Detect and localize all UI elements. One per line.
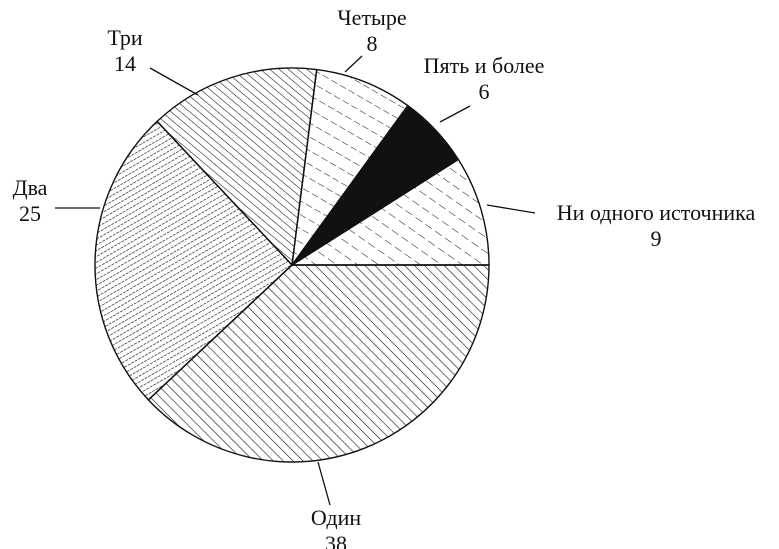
slice-label: Один [311, 505, 362, 530]
pie-slice [94, 120, 293, 401]
slice-label: Два [13, 175, 48, 200]
slice-value: 14 [114, 51, 136, 76]
slice-label: Пять и более [424, 53, 545, 78]
pie-slice [291, 68, 409, 266]
leader-line [486, 204, 536, 214]
slice-label: Ни одного источника [557, 200, 756, 225]
slice-label: Три [107, 25, 143, 50]
slice-value: 38 [325, 531, 347, 549]
pie-slice [147, 264, 490, 463]
leader-line [344, 55, 363, 73]
slice-value: 8 [367, 31, 378, 56]
slice-value: 6 [479, 79, 490, 104]
slice-value: 9 [651, 226, 662, 251]
leader-line [439, 105, 471, 123]
pie-slice [289, 158, 490, 266]
slice-value: 25 [19, 201, 41, 226]
leader-line [317, 461, 331, 506]
leader-line [149, 67, 199, 96]
slice-label: Четыре [337, 5, 406, 30]
pie-slice [156, 67, 318, 267]
